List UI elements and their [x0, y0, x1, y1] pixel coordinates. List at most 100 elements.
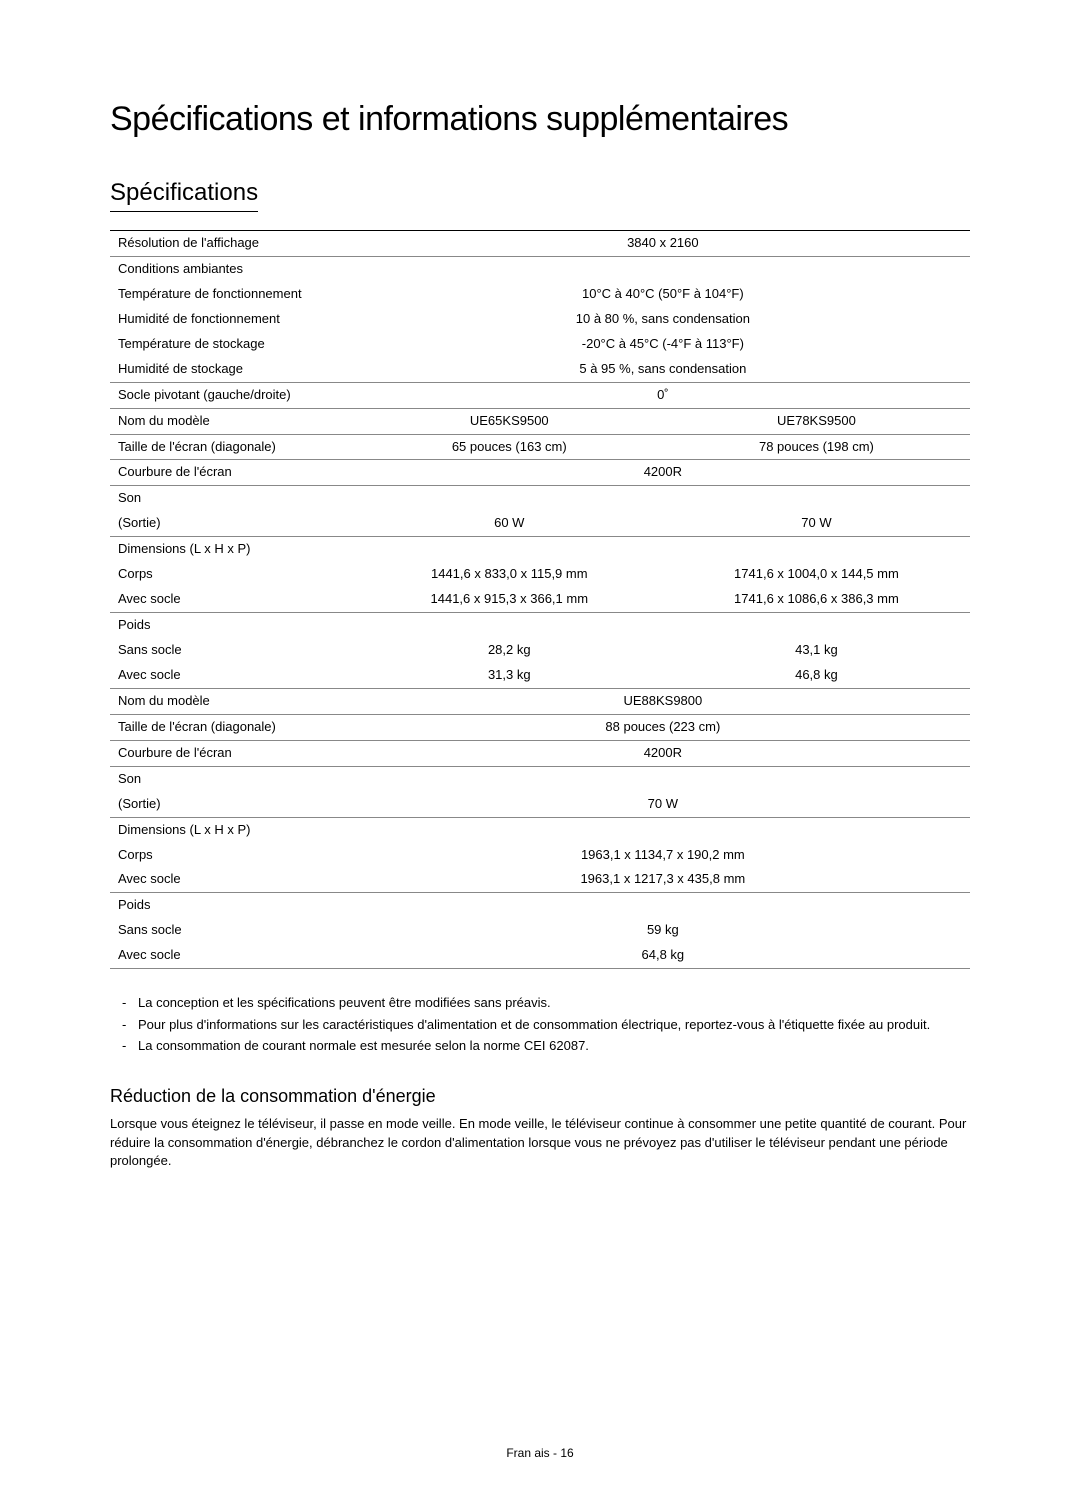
spec-value: 0˚ [356, 382, 970, 408]
table-row: Son [110, 486, 970, 511]
spec-value: 1441,6 x 915,3 x 366,1 mm [356, 587, 663, 612]
spec-value: UE78KS9500 [663, 408, 970, 434]
note-item: Pour plus d'informations sur les caracté… [110, 1015, 970, 1035]
specifications-table: Résolution de l'affichage 3840 x 2160 Co… [110, 230, 970, 969]
page-main-title: Spécifications et informations supplémen… [110, 100, 970, 139]
spec-label: Poids [110, 893, 356, 918]
spec-label: Courbure de l'écran [110, 460, 356, 486]
spec-value: 70 W [663, 511, 970, 536]
spec-label: Son [110, 486, 356, 511]
table-row: Résolution de l'affichage 3840 x 2160 [110, 231, 970, 257]
table-row: Corps 1963,1 x 1134,7 x 190,2 mm [110, 843, 970, 868]
spec-label: Avec socle [110, 663, 356, 688]
spec-label: Taille de l'écran (diagonale) [110, 714, 356, 740]
spec-value [356, 256, 970, 281]
spec-value: UE88KS9800 [356, 688, 970, 714]
table-row: Humidité de fonctionnement 10 à 80 %, sa… [110, 307, 970, 332]
table-row: Nom du modèle UE65KS9500 UE78KS9500 [110, 408, 970, 434]
table-row: Courbure de l'écran 4200R [110, 740, 970, 766]
note-item: La conception et les spécifications peuv… [110, 993, 970, 1013]
page-footer: Fran ais - 16 [0, 1446, 1080, 1460]
spec-value: 43,1 kg [663, 638, 970, 663]
energy-heading: Réduction de la consommation d'énergie [110, 1086, 970, 1107]
table-row: Dimensions (L x H x P) [110, 817, 970, 842]
table-row: Conditions ambiantes [110, 256, 970, 281]
table-row: Corps 1441,6 x 833,0 x 115,9 mm 1741,6 x… [110, 562, 970, 587]
spec-label: (Sortie) [110, 792, 356, 817]
table-row: Courbure de l'écran 4200R [110, 460, 970, 486]
spec-label: Avec socle [110, 867, 356, 892]
spec-label: Conditions ambiantes [110, 256, 356, 281]
table-row: Poids [110, 893, 970, 918]
spec-value: 1963,1 x 1134,7 x 190,2 mm [356, 843, 970, 868]
spec-value: 4200R [356, 740, 970, 766]
spec-value: 1741,6 x 1004,0 x 144,5 mm [663, 562, 970, 587]
spec-label: Sans socle [110, 638, 356, 663]
table-row: Température de stockage -20°C à 45°C (-4… [110, 332, 970, 357]
spec-value: 64,8 kg [356, 943, 970, 968]
spec-label: Dimensions (L x H x P) [110, 537, 356, 562]
spec-label: Corps [110, 562, 356, 587]
table-row: Sans socle 59 kg [110, 918, 970, 943]
spec-value: 1741,6 x 1086,6 x 386,3 mm [663, 587, 970, 612]
spec-value [356, 817, 970, 842]
spec-value [356, 486, 970, 511]
spec-label: Humidité de fonctionnement [110, 307, 356, 332]
section-title-specifications: Spécifications [110, 179, 258, 212]
table-row: Dimensions (L x H x P) [110, 537, 970, 562]
table-row: (Sortie) 70 W [110, 792, 970, 817]
spec-value [356, 537, 970, 562]
spec-label: (Sortie) [110, 511, 356, 536]
spec-value: 10°C à 40°C (50°F à 104°F) [356, 282, 970, 307]
table-row: Taille de l'écran (diagonale) 65 pouces … [110, 434, 970, 460]
spec-label: Avec socle [110, 587, 356, 612]
spec-label: Poids [110, 613, 356, 638]
table-row: Son [110, 766, 970, 791]
spec-label: Nom du modèle [110, 408, 356, 434]
spec-value: 31,3 kg [356, 663, 663, 688]
table-row: Avec socle 1963,1 x 1217,3 x 435,8 mm [110, 867, 970, 892]
spec-value [356, 766, 970, 791]
spec-label: Taille de l'écran (diagonale) [110, 434, 356, 460]
spec-label: Humidité de stockage [110, 357, 356, 382]
spec-label: Dimensions (L x H x P) [110, 817, 356, 842]
spec-value: 78 pouces (198 cm) [663, 434, 970, 460]
spec-value: 28,2 kg [356, 638, 663, 663]
spec-label: Nom du modèle [110, 688, 356, 714]
spec-value: 10 à 80 %, sans condensation [356, 307, 970, 332]
table-row: Avec socle 1441,6 x 915,3 x 366,1 mm 174… [110, 587, 970, 612]
spec-value: 46,8 kg [663, 663, 970, 688]
spec-value: 88 pouces (223 cm) [356, 714, 970, 740]
notes-list: La conception et les spécifications peuv… [110, 993, 970, 1056]
table-row: Avec socle 31,3 kg 46,8 kg [110, 663, 970, 688]
spec-value: -20°C à 45°C (-4°F à 113°F) [356, 332, 970, 357]
table-row: Sans socle 28,2 kg 43,1 kg [110, 638, 970, 663]
spec-value [356, 893, 970, 918]
spec-label: Résolution de l'affichage [110, 231, 356, 257]
table-row: Poids [110, 613, 970, 638]
spec-label: Température de stockage [110, 332, 356, 357]
spec-value: 4200R [356, 460, 970, 486]
spec-label: Corps [110, 843, 356, 868]
spec-value: 3840 x 2160 [356, 231, 970, 257]
table-row: Humidité de stockage 5 à 95 %, sans cond… [110, 357, 970, 382]
table-row: (Sortie) 60 W 70 W [110, 511, 970, 536]
spec-value: 1963,1 x 1217,3 x 435,8 mm [356, 867, 970, 892]
spec-label: Sans socle [110, 918, 356, 943]
spec-value: 60 W [356, 511, 663, 536]
table-row: Nom du modèle UE88KS9800 [110, 688, 970, 714]
table-row: Socle pivotant (gauche/droite) 0˚ [110, 382, 970, 408]
spec-value [356, 613, 970, 638]
spec-value: 5 à 95 %, sans condensation [356, 357, 970, 382]
spec-value: 1441,6 x 833,0 x 115,9 mm [356, 562, 663, 587]
spec-value: UE65KS9500 [356, 408, 663, 434]
table-row: Température de fonctionnement 10°C à 40°… [110, 282, 970, 307]
table-row: Avec socle 64,8 kg [110, 943, 970, 968]
table-row: Taille de l'écran (diagonale) 88 pouces … [110, 714, 970, 740]
spec-label: Socle pivotant (gauche/droite) [110, 382, 356, 408]
spec-value: 70 W [356, 792, 970, 817]
spec-label: Courbure de l'écran [110, 740, 356, 766]
spec-label: Avec socle [110, 943, 356, 968]
spec-value: 65 pouces (163 cm) [356, 434, 663, 460]
spec-label: Température de fonctionnement [110, 282, 356, 307]
